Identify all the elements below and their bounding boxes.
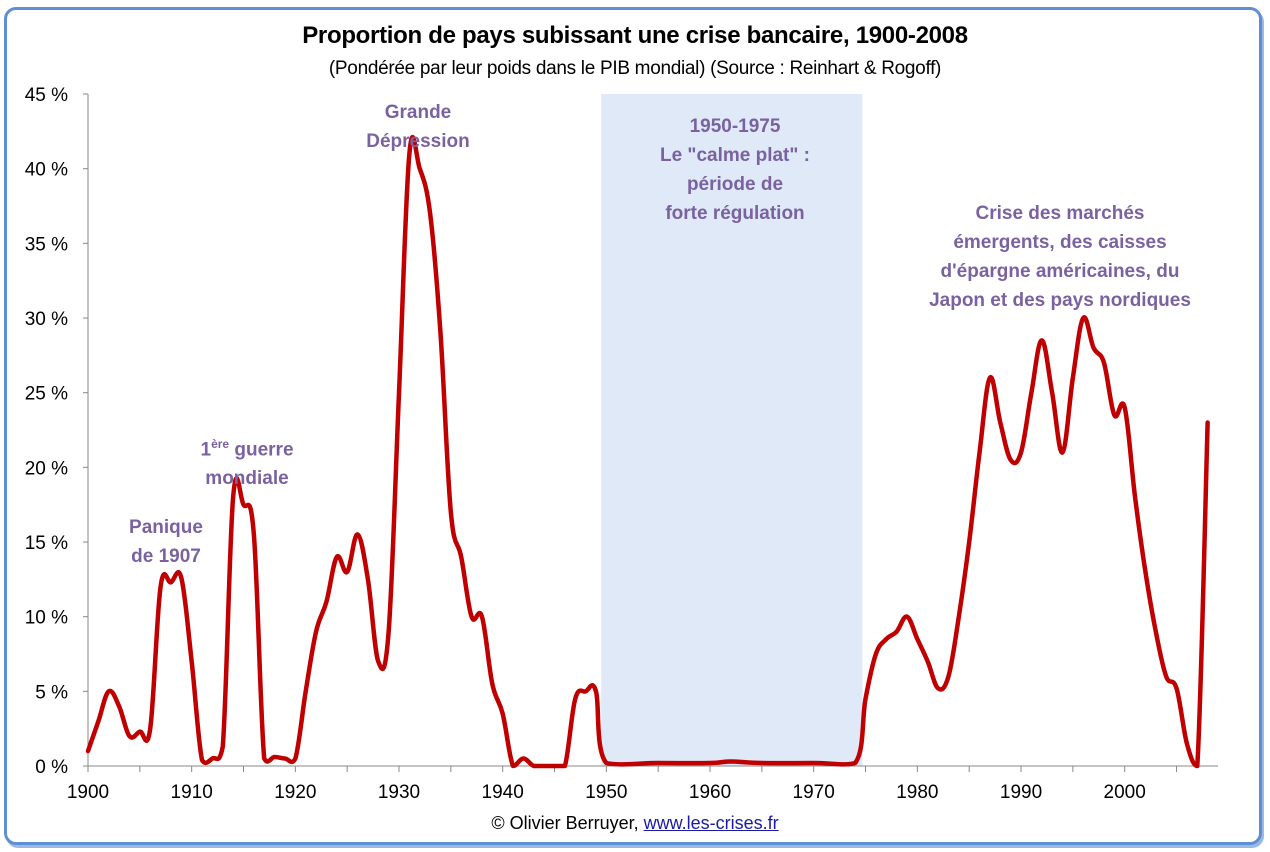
annotation-line: Grande [384,102,452,123]
y-tick-label: 10 % [25,608,68,629]
shaded-region-1950-1975 [601,94,863,766]
x-tick-label: 1910 [171,782,213,803]
y-tick-label: 40 % [25,160,68,181]
y-tick-label: 25 % [25,384,68,405]
website-link[interactable]: www.les-crises.fr [643,813,779,833]
annotation-line: Le "calme plat" : [659,145,810,166]
chart-subtitle: (Pondérée par leur poids dans le PIB mon… [328,58,942,79]
chart-title: Proportion de pays subissant une crise b… [302,22,968,49]
annotation-line: Crise des marchés [975,203,1145,224]
annotation-panique-1907: Panique de 1907 [106,513,226,571]
y-tick-label: 35 % [25,234,68,255]
ann-word: guerre [229,439,294,461]
y-tick-label: 5 % [35,682,68,703]
x-tick-label: 1990 [1000,782,1042,803]
footer-credit: © Olivier Berruyer, www.les-crises.fr [0,813,1270,834]
series-line [85,134,1210,769]
x-tick-label: 1960 [689,782,731,803]
x-tick-label: 1940 [482,782,524,803]
y-tick-label: 15 % [25,533,68,554]
annotation-premiere-guerre: 1ère guerre mondiale [172,430,322,493]
annotation-line: d'épargne américaines, du [940,261,1180,282]
annotation-line: 1950-1975 [689,116,781,137]
x-tick-label: 1970 [793,782,835,803]
x-tick-label: 1930 [378,782,420,803]
x-tick-label: 2000 [1104,782,1146,803]
x-tick-label: 1920 [274,782,316,803]
annotation-line: forte régulation [665,203,805,224]
credit-text: © Olivier Berruyer, [491,813,644,833]
annotation-line: période de [686,174,784,195]
y-tick-label: 0 % [35,757,68,778]
x-tick-label: 1900 [67,782,109,803]
annotation-line: 1ère guerre [172,430,322,464]
annotation-line: de 1907 [131,546,201,567]
annotation-line: émergents, des caisses [953,232,1167,253]
annotation-line: mondiale [205,468,289,490]
y-tick-label: 45 % [25,85,68,106]
ann-sup: ère [211,437,230,451]
annotation-line: Panique [129,517,203,538]
y-tick-label: 30 % [25,309,68,330]
annotation-calme-plat: 1950-1975 Le "calme plat" : période de f… [620,112,850,228]
ann-num: 1 [200,439,212,461]
y-tick-label: 20 % [25,458,68,479]
annotation-grande-depression: Grande Dépression [338,98,498,156]
x-tick-label: 1980 [896,782,938,803]
annotation-line: Japon et des pays nordiques [929,290,1191,311]
annotation-marches-emergents: Crise des marchés émergents, des caisses… [910,199,1210,315]
x-tick-label: 1950 [585,782,627,803]
annotation-line: Dépression [366,131,470,152]
